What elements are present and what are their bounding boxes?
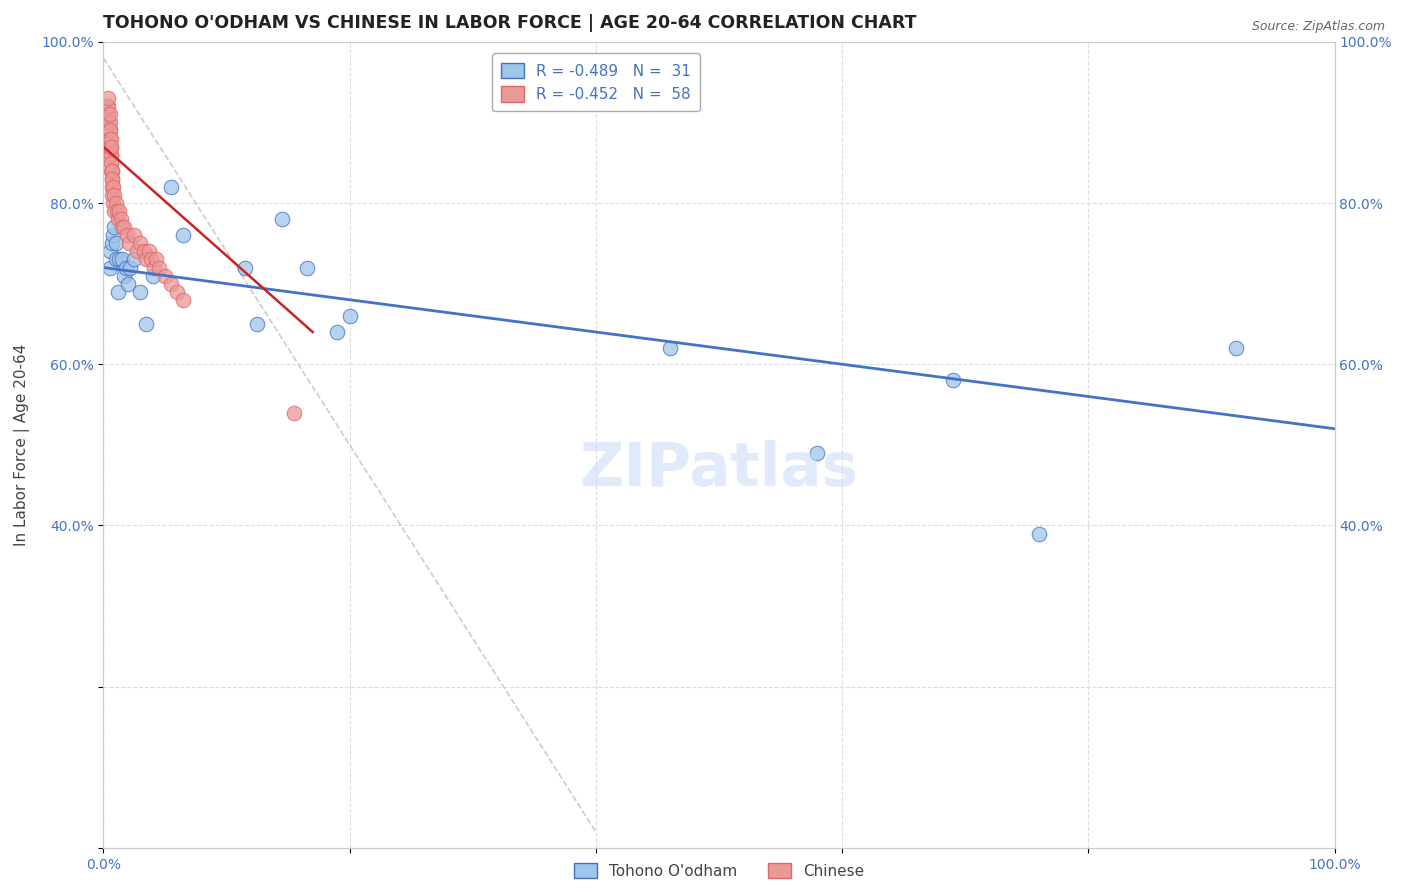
Point: [98, 131, 121, 145]
Point: [138, 244, 160, 259]
Point: [103, 180, 125, 194]
Point: [98, 260, 121, 275]
Point: [101, 163, 124, 178]
Point: [101, 188, 124, 202]
Point: [103, 204, 125, 219]
Point: [115, 228, 138, 243]
Point: [135, 317, 157, 331]
Point: [108, 252, 131, 267]
Point: [166, 285, 188, 299]
Point: [104, 236, 127, 251]
Point: [98, 115, 121, 129]
Point: [172, 228, 194, 243]
Point: [108, 204, 131, 219]
Text: ZIPatlas: ZIPatlas: [579, 440, 859, 499]
Point: [135, 252, 157, 267]
Text: TOHONO O'ODHAM VS CHINESE IN LABOR FORCE | AGE 20-64 CORRELATION CHART: TOHONO O'ODHAM VS CHINESE IN LABOR FORCE…: [104, 14, 917, 32]
Point: [160, 180, 183, 194]
Point: [100, 155, 122, 169]
Point: [112, 220, 135, 235]
Point: [96, 107, 118, 121]
Point: [148, 260, 170, 275]
Point: [96, 99, 118, 113]
Point: [153, 268, 176, 283]
Point: [103, 228, 125, 243]
Point: [97, 99, 120, 113]
Point: [172, 293, 194, 307]
Point: [1028, 526, 1050, 541]
Point: [97, 123, 120, 137]
Point: [145, 252, 167, 267]
Point: [100, 147, 122, 161]
Point: [806, 446, 828, 460]
Point: [98, 107, 121, 121]
Point: [326, 325, 349, 339]
Point: [105, 204, 128, 219]
Point: [103, 220, 125, 235]
Point: [104, 252, 127, 267]
Point: [101, 171, 124, 186]
Point: [101, 171, 124, 186]
Point: [942, 373, 965, 387]
Point: [97, 115, 120, 129]
Point: [132, 244, 155, 259]
Point: [98, 139, 121, 153]
Point: [101, 180, 124, 194]
Point: [117, 277, 139, 291]
Point: [101, 236, 124, 251]
Point: [246, 317, 269, 331]
Point: [103, 196, 125, 211]
Point: [107, 285, 129, 299]
Point: [98, 244, 121, 259]
Point: [110, 212, 132, 227]
Point: [122, 252, 145, 267]
Point: [101, 163, 124, 178]
Point: [295, 260, 318, 275]
Point: [129, 236, 152, 251]
Text: Source: ZipAtlas.com: Source: ZipAtlas.com: [1251, 20, 1385, 33]
Point: [98, 123, 121, 137]
Point: [283, 406, 305, 420]
Point: [98, 123, 121, 137]
Point: [122, 228, 145, 243]
Point: [658, 341, 681, 355]
Point: [100, 147, 122, 161]
Point: [111, 252, 134, 267]
Legend: Tohono O'odham, Chinese: Tohono O'odham, Chinese: [568, 856, 870, 885]
Point: [100, 139, 122, 153]
Point: [129, 285, 152, 299]
Y-axis label: In Labor Force | Age 20-64: In Labor Force | Age 20-64: [14, 343, 30, 546]
Point: [100, 139, 122, 153]
Point: [103, 188, 125, 202]
Point: [141, 252, 163, 267]
Point: [100, 131, 122, 145]
Point: [142, 260, 165, 275]
Point: [270, 212, 292, 227]
Point: [112, 268, 135, 283]
Point: [98, 139, 121, 153]
Point: [100, 155, 122, 169]
Point: [97, 107, 120, 121]
Point: [160, 277, 183, 291]
Point: [233, 260, 256, 275]
Point: [142, 268, 165, 283]
Point: [100, 163, 122, 178]
Point: [114, 260, 136, 275]
Point: [111, 220, 134, 235]
Point: [339, 309, 361, 323]
Point: [118, 236, 141, 251]
Point: [98, 131, 121, 145]
Point: [125, 244, 148, 259]
Point: [1225, 341, 1247, 355]
Point: [97, 91, 120, 105]
Point: [104, 196, 127, 211]
Point: [120, 260, 142, 275]
Point: [96, 115, 118, 129]
Point: [107, 212, 129, 227]
